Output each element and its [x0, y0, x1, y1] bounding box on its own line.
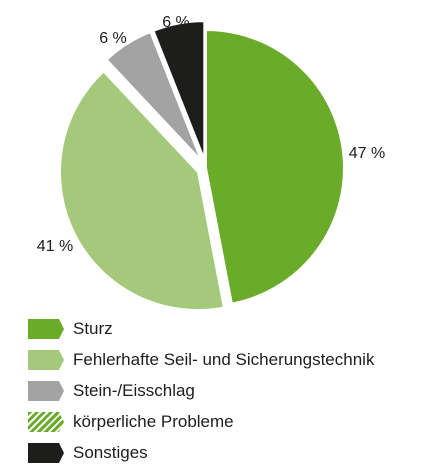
legend-swatch-sonstiges	[28, 443, 64, 463]
legend-label: körperliche Probleme	[73, 412, 234, 431]
pie-slice-fehlerhafte-seil-und-sicherungstechnik	[59, 70, 226, 312]
legend-swatch-stein-eisschlag	[28, 381, 64, 401]
legend-item-koerperliche-probleme: körperliche Probleme	[28, 411, 374, 432]
pie-slices	[59, 20, 345, 312]
legend-swatch-sturz	[28, 319, 64, 339]
legend-swatch-fehlerhafte-seil-und-sicherungstechnik	[28, 350, 64, 370]
legend-label: Fehlerhafte Seil- und Sicherungstechnik	[73, 350, 375, 369]
legend-item-sonstiges: Sonstiges	[28, 442, 374, 463]
pie-slice-sturz	[205, 28, 345, 305]
legend-label: Sturz	[73, 319, 113, 338]
slice-label-sonstiges: 6 %	[162, 14, 190, 31]
legend-item-stein-eisschlag: Stein-/Eisschlag	[28, 380, 374, 401]
slice-label-sturz: 47 %	[349, 145, 385, 162]
pie-slice-labels: 47 % 41 % 6 % 6 %	[37, 14, 385, 255]
pie-slice-sonstiges	[152, 20, 206, 160]
slice-label-stein-eisschlag: 6 %	[99, 30, 127, 47]
legend-swatch-koerperliche-probleme	[28, 412, 64, 432]
pie-slice-stein-eisschlag	[105, 30, 203, 162]
legend-item-fehlerhafte-seil-und-sicherungstechnik: Fehlerhafte Seil- und Sicherungstechnik	[28, 349, 374, 370]
legend-item-sturz: Sturz	[28, 318, 374, 339]
chart-legend: Sturz Fehlerhafte Seil- und Sicherungstec…	[28, 318, 374, 473]
slice-label-fehlerhafte-seil-und-sicherungstechnik: 41 %	[37, 238, 73, 255]
legend-label: Sonstiges	[73, 443, 148, 462]
legend-label: Stein-/Eisschlag	[73, 381, 195, 400]
